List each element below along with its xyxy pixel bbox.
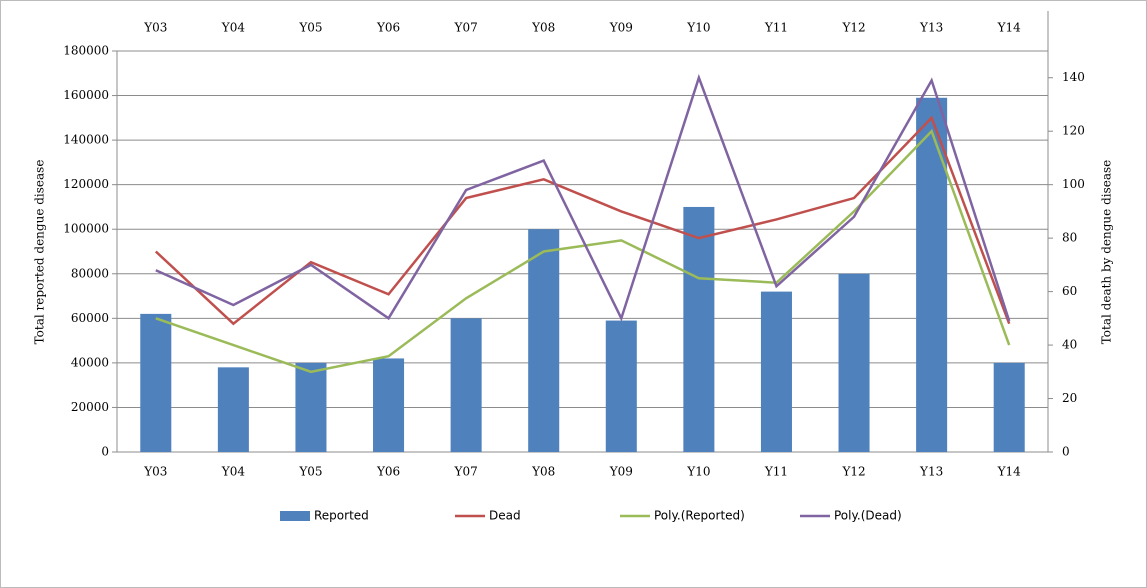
x2-tick-label: Y08 (531, 21, 555, 35)
x2-tick-label: Y10 (686, 21, 710, 35)
bar (450, 318, 482, 452)
y2-tick-label: 120 (1062, 124, 1085, 138)
x-tick-label: Y08 (531, 465, 555, 479)
bar (993, 362, 1025, 452)
x2-tick-label: Y05 (298, 21, 322, 35)
y-tick-label: 100000 (63, 222, 109, 236)
bar (605, 320, 637, 452)
legend-label: Dead (489, 509, 521, 523)
x-tick-label: Y09 (609, 465, 633, 479)
x-tick-label: Y13 (919, 465, 943, 479)
x-tick-label: Y10 (686, 465, 710, 479)
x2-tick-label: Y09 (609, 21, 633, 35)
bar (838, 273, 870, 452)
x2-tick-label: Y12 (841, 21, 865, 35)
x-tick-label: Y03 (143, 465, 167, 479)
legend-label: Poly.(Reported) (654, 509, 745, 523)
y-axis-title: Total reported dengue disease (33, 160, 47, 345)
bar (295, 362, 327, 452)
bar (217, 367, 249, 452)
y-tick-label: 120000 (63, 177, 109, 191)
x-tick-label: Y07 (454, 465, 478, 479)
y-tick-label: 20000 (71, 400, 109, 414)
legend-swatch (280, 511, 310, 521)
y2-tick-label: 0 (1062, 445, 1070, 459)
y2-tick-label: 60 (1062, 284, 1077, 298)
x2-tick-label: Y06 (376, 21, 400, 35)
x2-tick-label: Y04 (221, 21, 246, 35)
bar (760, 291, 792, 452)
y2-tick-label: 20 (1062, 391, 1077, 405)
y2-tick-label: 140 (1062, 70, 1085, 84)
line-series (155, 128, 1011, 374)
legend-label: Reported (314, 509, 369, 523)
x2-tick-label: Y11 (764, 21, 788, 35)
y-tick-label: 80000 (71, 266, 109, 280)
bar (140, 313, 172, 452)
x2-tick-label: Y03 (143, 21, 167, 35)
x2-tick-label: Y14 (997, 21, 1022, 35)
y-tick-label: 180000 (63, 44, 109, 58)
y-tick-label: 60000 (71, 311, 109, 325)
bar (373, 358, 405, 452)
y2-tick-label: 100 (1062, 177, 1085, 191)
x-tick-label: Y12 (841, 465, 865, 479)
bar (916, 97, 948, 453)
y2-axis-title: Total death by dengue disease (1100, 160, 1114, 345)
bar (683, 206, 715, 452)
x2-tick-label: Y07 (454, 21, 478, 35)
x-tick-label: Y14 (997, 465, 1022, 479)
bar (528, 229, 560, 452)
y-tick-label: 0 (101, 445, 109, 459)
x-tick-label: Y11 (764, 465, 788, 479)
x-tick-label: Y05 (298, 465, 322, 479)
x2-tick-label: Y13 (919, 21, 943, 35)
x-tick-label: Y04 (221, 465, 246, 479)
x-tick-label: Y06 (376, 465, 400, 479)
y-tick-label: 40000 (71, 355, 109, 369)
y2-tick-label: 40 (1062, 338, 1077, 352)
y2-tick-label: 80 (1062, 231, 1077, 245)
legend-label: Poly.(Dead) (834, 509, 902, 523)
y-tick-label: 140000 (63, 133, 109, 147)
y-tick-label: 160000 (63, 88, 109, 102)
line-series (155, 73, 1011, 322)
